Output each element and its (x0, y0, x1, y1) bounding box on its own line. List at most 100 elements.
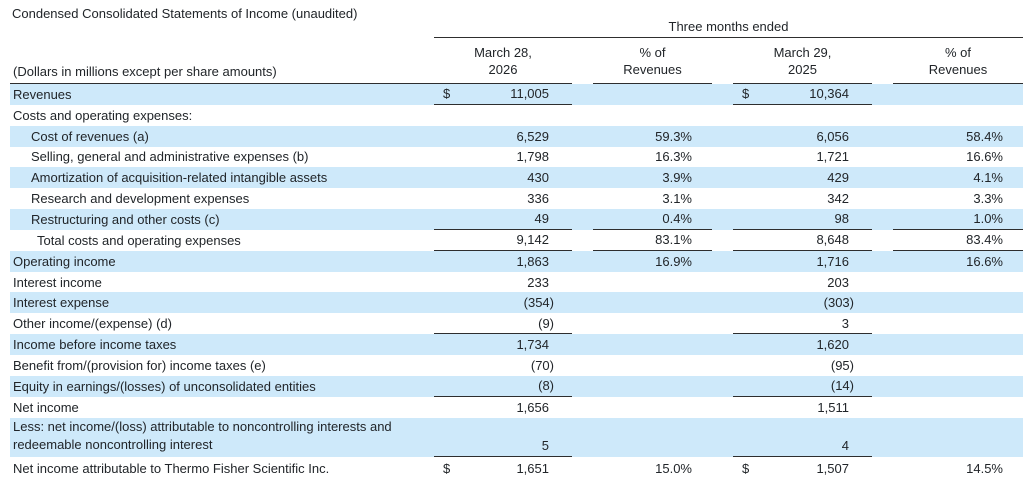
percent-cell: 59.3% (655, 128, 692, 144)
row-label: Interest expense (10, 295, 434, 310)
row-label: Costs and operating expenses: (10, 108, 434, 123)
table-row: Operating income 1,863 16.9% 1,716 16.6% (10, 250, 1023, 272)
table-row: Net income attributable to Thermo Fisher… (10, 457, 1023, 480)
cell-value: 1,863 (516, 253, 549, 269)
column-header-pct-2025: % of Revenues (893, 38, 1023, 84)
percent-cell (893, 272, 1023, 293)
amount-cell: $1,507 (733, 457, 872, 480)
cell-value: 3 (841, 315, 849, 331)
percent-cell (893, 397, 1023, 418)
row-label-line: Income before income taxes (13, 337, 177, 353)
cell-value: 1,716 (816, 253, 849, 269)
amount-cell: 6,529 (434, 126, 572, 147)
dollar-sign: $ (443, 460, 451, 476)
percent-cell (593, 418, 712, 457)
row-label: Net income (10, 400, 434, 415)
percent-cell (593, 272, 712, 293)
percent-cell: 58.4% (966, 128, 1003, 144)
percent-cell: 83.4% (893, 230, 1023, 251)
amount-cell: 3 (733, 313, 872, 335)
percent-cell (893, 355, 1023, 376)
row-label-line: Research and development expenses (31, 191, 250, 207)
table-row: Less: net income/(loss) attributable to … (10, 417, 1023, 457)
amount-cell: 203 (733, 272, 872, 293)
dollar-sign: $ (742, 460, 750, 476)
table-row: Research and development expenses 336 3.1%… (10, 188, 1023, 209)
row-label: Cost of revenues (a) (10, 129, 434, 144)
percent-cell (593, 292, 712, 313)
row-label-line: Other income/(expense) (d) (13, 316, 172, 332)
cell-value: 1,507 (816, 460, 849, 476)
percent-cell (893, 376, 1023, 397)
percent-cell (593, 376, 712, 397)
percent-cell: 1.0% (893, 209, 1023, 230)
amount-cell: 6,056 (733, 126, 872, 147)
amount-cell: 336 (434, 188, 572, 209)
percent-cell: 3.1% (662, 191, 692, 207)
amount-cell: 430 (434, 167, 572, 188)
table-row: Selling, general and administrative expe… (10, 147, 1023, 168)
amount-cell: 9,142 (434, 230, 572, 251)
cell-value: 430 (527, 170, 549, 186)
amount-cell: 233 (434, 272, 572, 293)
percent-cell (893, 418, 1023, 457)
row-label-line: Net income (13, 399, 79, 415)
percent-cell (593, 355, 712, 376)
cell-value: 203 (827, 274, 849, 290)
page-title: Condensed Consolidated Statements of Inc… (12, 6, 358, 21)
amount-cell (733, 105, 872, 126)
amount-cell: 49 (434, 209, 572, 230)
percent-cell (593, 84, 712, 105)
percent-cell: 16.6% (966, 149, 1003, 165)
amount-cell: 1,798 (434, 147, 572, 168)
table-row: Income before income taxes 1,734 1,620 (10, 334, 1023, 355)
table-column-header-row: (Dollars in millions except per share am… (10, 38, 1023, 84)
amount-cell: 342 (733, 188, 872, 209)
cell-value: 6,056 (816, 128, 849, 144)
column-header-line2: Revenues (623, 62, 682, 77)
row-label-line: Less: net income/(loss) attributable to … (13, 418, 392, 434)
table-row: Net income 1,656 1,511 (10, 397, 1023, 418)
cell-value: (70) (530, 357, 554, 373)
column-header-line2: Revenues (928, 62, 988, 77)
percent-cell (893, 84, 1023, 105)
cell-value: 1,511 (817, 399, 849, 415)
cell-value: 342 (827, 191, 849, 207)
percent-cell: 3.9% (662, 170, 692, 186)
row-label: Total costs and operating expenses (10, 233, 434, 248)
column-header-date-2025: March 29, 2025 (733, 38, 872, 84)
cell-value: 1,651 (516, 460, 549, 476)
cell-value: 4 (841, 437, 849, 453)
cell-value: 11,005 (510, 86, 549, 102)
percent-cell (893, 292, 1023, 313)
column-header-date-2026: March 28, 2026 (434, 38, 572, 84)
row-label-line: Amortization of acquisition-related inta… (31, 170, 328, 186)
amount-cell: $11,005 (434, 84, 572, 105)
percent-cell (893, 105, 1023, 126)
percent-cell (593, 334, 712, 355)
column-header-line1: % of (944, 45, 971, 60)
amount-cell: 1,656 (434, 397, 572, 418)
amount-cell: 5 (434, 418, 572, 457)
cell-value: 1,721 (816, 149, 849, 165)
table-row: Benefit from/(provision for) income taxe… (10, 355, 1023, 376)
table-body: Revenues $11,005 $10,364 Costs and operatin… (10, 84, 1023, 480)
row-label-line: Interest expense (13, 295, 110, 311)
amount-cell: 98 (733, 209, 872, 230)
amount-cell: (95) (733, 355, 872, 376)
row-label: Selling, general and administrative expe… (10, 149, 434, 164)
row-label: Net income attributable to Thermo Fisher… (10, 461, 434, 476)
amount-cell: (303) (733, 292, 872, 313)
cell-value: 1,620 (816, 337, 849, 353)
row-label-line: Total costs and operating expenses (37, 232, 241, 248)
amount-cell: 1,716 (733, 251, 872, 272)
cell-value: 5 (541, 437, 549, 453)
amount-cell: $1,651 (434, 457, 572, 480)
amount-cell: 1,863 (434, 251, 572, 272)
amount-cell: 429 (733, 167, 872, 188)
amount-cell: (9) (434, 313, 572, 335)
cell-value: 1,656 (516, 399, 549, 415)
cell-value: (9) (538, 315, 554, 331)
table-row: Total costs and operating expenses 9,142 8… (10, 230, 1023, 251)
row-label-line: Restructuring and other costs (c) (31, 211, 220, 227)
